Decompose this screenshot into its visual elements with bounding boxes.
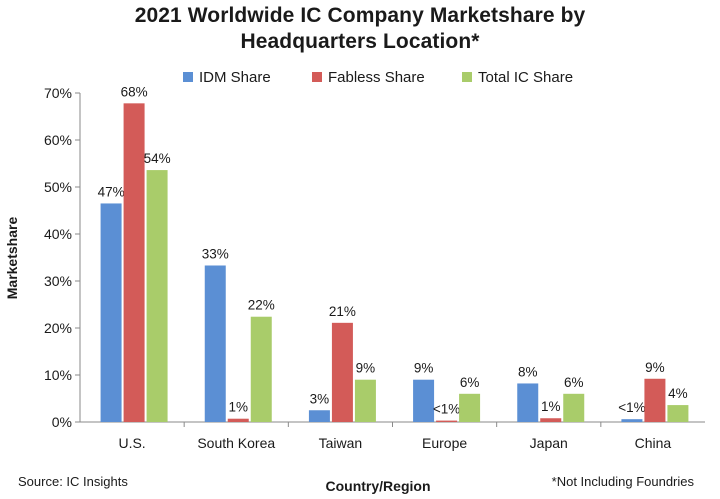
x-axis-label: Country/Region — [325, 478, 431, 494]
data-label: 22% — [248, 298, 275, 313]
chart-title-line-1: 2021 Worldwide IC Company Marketshare by — [134, 4, 586, 27]
data-label: 1% — [228, 400, 248, 415]
legend-swatch-fabless — [312, 72, 322, 82]
data-label: <1% — [618, 400, 645, 415]
bar — [123, 103, 145, 422]
bar — [250, 316, 272, 422]
data-label: 9% — [645, 360, 665, 375]
bar — [308, 410, 330, 422]
legend-label-fabless: Fabless Share — [328, 68, 425, 86]
bar — [204, 265, 226, 422]
source-note: Source: IC Insights — [18, 474, 128, 489]
data-label: 9% — [414, 361, 434, 376]
y-tick-label: 10% — [44, 367, 72, 383]
x-tick-label: U.S. — [118, 435, 145, 451]
legend-swatch-total — [462, 72, 472, 82]
bar — [517, 383, 539, 422]
data-label: 47% — [98, 184, 125, 199]
legend-item-total: Total IC Share — [462, 66, 573, 88]
chart-title-line-2: Headquarters Location* — [240, 30, 480, 53]
bar — [100, 203, 122, 422]
x-tick-label: South Korea — [197, 435, 275, 451]
footnote: *Not Including Foundries — [551, 474, 694, 489]
y-tick-label: 60% — [44, 132, 72, 148]
x-tick-label: Japan — [530, 435, 568, 451]
bar — [331, 322, 353, 422]
x-tick-label: Taiwan — [319, 435, 363, 451]
bar — [644, 378, 666, 422]
bar — [227, 418, 249, 422]
data-label: 33% — [202, 246, 229, 261]
legend-label-total: Total IC Share — [478, 68, 574, 86]
x-tick-label: China — [635, 435, 672, 451]
data-label: 6% — [460, 375, 480, 390]
bar — [563, 393, 585, 422]
y-tick-label: 30% — [44, 273, 72, 289]
legend-label-idm: IDM Share — [199, 68, 271, 86]
data-label: 8% — [518, 364, 538, 379]
bar — [413, 379, 435, 422]
bar — [667, 405, 689, 422]
bar — [459, 393, 481, 422]
y-tick-label: 20% — [44, 320, 72, 336]
y-tick-label: 40% — [44, 226, 72, 242]
legend-item-fabless: Fabless Share — [312, 66, 425, 88]
y-tick-label: 50% — [44, 179, 72, 195]
bar — [621, 419, 643, 422]
x-tick-label: Europe — [422, 435, 467, 451]
bar — [146, 170, 168, 422]
chart-legend: IDM Share Fabless Share Total IC Share — [0, 66, 720, 88]
bar — [436, 420, 458, 422]
data-label: 4% — [668, 386, 688, 401]
legend-swatch-idm — [183, 72, 193, 82]
data-label: 3% — [310, 391, 330, 406]
data-label: 21% — [329, 304, 356, 319]
data-label: 6% — [564, 375, 584, 390]
data-label: 1% — [541, 399, 561, 414]
data-label: 54% — [144, 151, 171, 166]
legend-item-idm: IDM Share — [183, 66, 271, 88]
data-label: 9% — [356, 361, 376, 376]
data-label: <1% — [433, 402, 460, 417]
bar — [354, 379, 376, 422]
data-label: 68% — [121, 84, 148, 99]
bar — [540, 418, 562, 422]
y-tick-label: 70% — [44, 85, 72, 101]
y-tick-label: 0% — [52, 414, 72, 430]
